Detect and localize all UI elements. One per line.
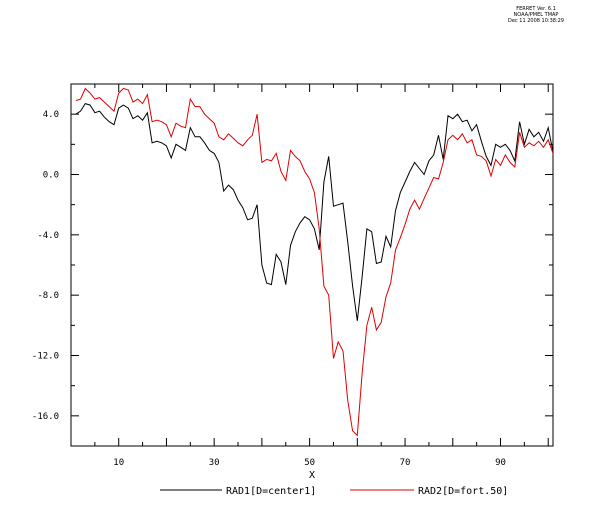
x-tick-label: 70	[400, 458, 411, 468]
series-line-2	[75, 87, 554, 437]
series-lines	[75, 87, 554, 437]
legend-label-1: RAD1[D=center1]	[226, 486, 316, 497]
header-line-3: Dec 11 2008 10:38:29	[508, 18, 564, 24]
y-tick-label: -8.0	[37, 291, 59, 301]
x-tick-label: 90	[495, 458, 506, 468]
y-tick-label: -16.0	[32, 412, 59, 422]
y-tick-label: -4.0	[37, 231, 59, 241]
axis-ticks	[71, 83, 553, 447]
series-line-1	[75, 103, 554, 321]
header-line-2: NOAA/PMEL TMAP	[513, 12, 559, 18]
plot-header: FERRET Ver. 6.1 NOAA/PMEL TMAP Dec 11 20…	[508, 6, 564, 24]
y-tick-label: 0.0	[43, 171, 59, 181]
legend: RAD1[D=center1] RAD2[D=fort.50]	[160, 486, 508, 497]
x-axis-title: X	[309, 470, 315, 481]
legend-label-2: RAD2[D=fort.50]	[418, 486, 508, 497]
y-tick-label: -12.0	[32, 352, 59, 362]
axis-tick-labels: 10 30 50 70 90 4.0 0.0 -4.0 -8.0 -12.0 -16.0	[32, 110, 506, 468]
x-tick-label: 10	[113, 458, 124, 468]
x-tick-label: 50	[304, 458, 315, 468]
x-tick-label: 30	[209, 458, 220, 468]
y-tick-label: 4.0	[43, 110, 59, 120]
header-line-1: FERRET Ver. 6.1	[516, 6, 556, 12]
